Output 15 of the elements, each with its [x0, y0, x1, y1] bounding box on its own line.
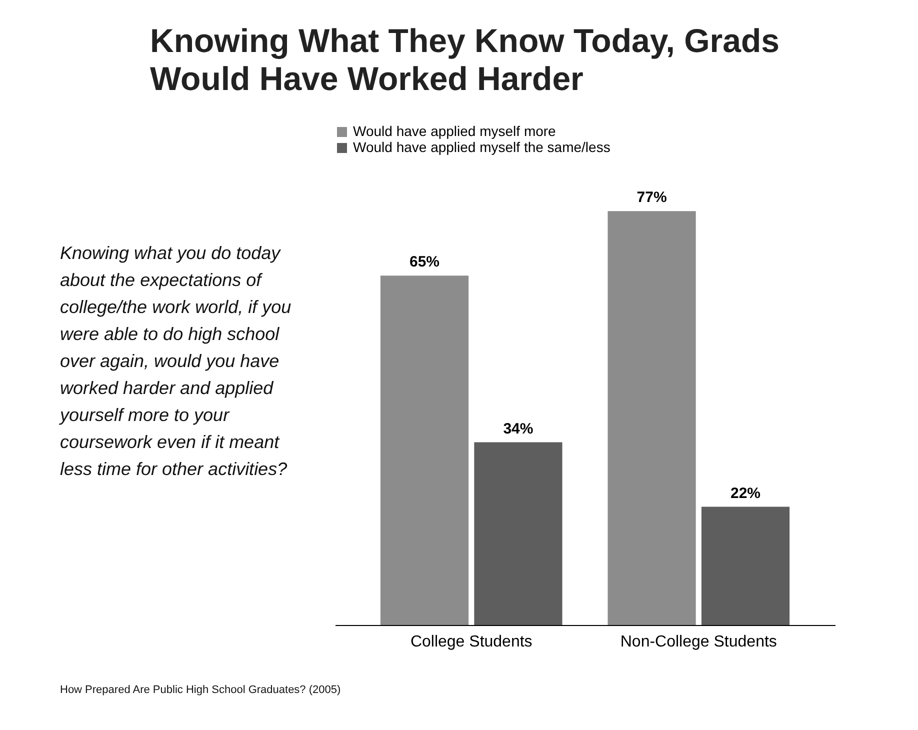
- data-label: 34%: [503, 420, 534, 438]
- bar: [608, 211, 696, 625]
- bar: [380, 276, 469, 625]
- text: Knowing what you do today about the expectations of college/the work world, if you were able to do high school over again, would you have worked harder and applied yourself more to your coursework even if it meant less time for other activities?: [60, 243, 292, 479]
- data-label: 22%: [730, 484, 761, 502]
- text: How Prepared Are Public High School Graduates? (2005): [60, 684, 341, 696]
- data-label: 65%: [409, 254, 440, 271]
- bar: [474, 442, 562, 625]
- x-tick-label: College Students: [410, 634, 532, 650]
- chart-title: Knowing What They Know Today, Grads Would Have Worked Harder: [150, 22, 780, 98]
- legend-label: Would have applied myself the same/less: [353, 139, 610, 155]
- x-tick-label: Non-College Students: [620, 634, 777, 650]
- bar: [701, 506, 790, 625]
- data-label: 77%: [636, 189, 667, 206]
- legend-label: Would have applied myself more: [353, 123, 556, 139]
